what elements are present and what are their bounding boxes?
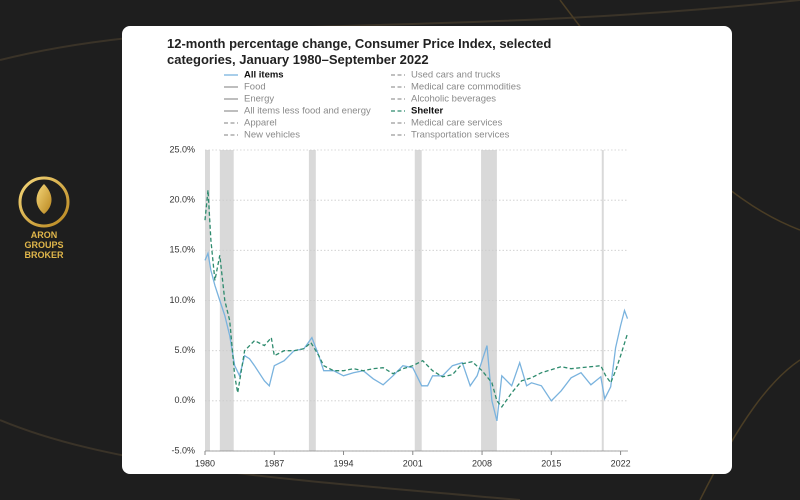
legend-label: All items [244, 70, 284, 81]
x-tick-label: 2022 [611, 458, 631, 468]
shaded-period [205, 150, 210, 451]
y-tick-label: 0.0% [174, 395, 195, 405]
legend-label: New vehicles [244, 130, 300, 141]
logo-leaf [36, 184, 52, 214]
y-tick-label: 5.0% [174, 345, 195, 355]
x-tick-label: 1994 [334, 458, 354, 468]
y-tick-label: 20.0% [169, 195, 195, 205]
legend-label: Apparel [244, 118, 277, 129]
shaded-period [308, 150, 316, 451]
x-tick-label: 2008 [472, 458, 492, 468]
legend-label: Medical care commodities [411, 82, 521, 93]
series-line [204, 190, 629, 408]
y-tick-label: 25.0% [169, 144, 195, 154]
x-tick-label: 1980 [195, 458, 215, 468]
legend-label: All items less food and energy [244, 106, 371, 117]
logo-text: GROUPS [24, 240, 63, 250]
chart-title: 12-month percentage change, Consumer Pri… [167, 36, 552, 67]
legend-label: Transportation services [411, 130, 510, 141]
y-tick-label: 10.0% [169, 295, 195, 305]
logo-ring [18, 176, 70, 228]
shaded-period [414, 150, 422, 451]
x-tick-label: 2001 [403, 458, 423, 468]
logo-text: ARON [31, 230, 58, 240]
y-tick-label: -5.0% [171, 445, 195, 455]
y-tick-label: 15.0% [169, 245, 195, 255]
shaded-period [601, 150, 604, 451]
legend-label: Food [244, 82, 266, 93]
legend-label: Medical care services [411, 118, 503, 129]
legend-label: Used cars and trucks [411, 70, 500, 81]
legend-label: Alcoholic beverages [411, 94, 496, 105]
plot: -5.0% 0.0% 5.0% 10.0% 15.0% 20.0% 25.0% 1980 198… [169, 70, 630, 469]
x-tick-label: 2015 [541, 458, 561, 468]
legend-label: Energy [244, 94, 274, 105]
series-line [204, 250, 629, 422]
logo-text: BROKER [24, 250, 64, 260]
legend-label: Shelter [411, 106, 444, 117]
x-tick-label: 1987 [264, 458, 284, 468]
